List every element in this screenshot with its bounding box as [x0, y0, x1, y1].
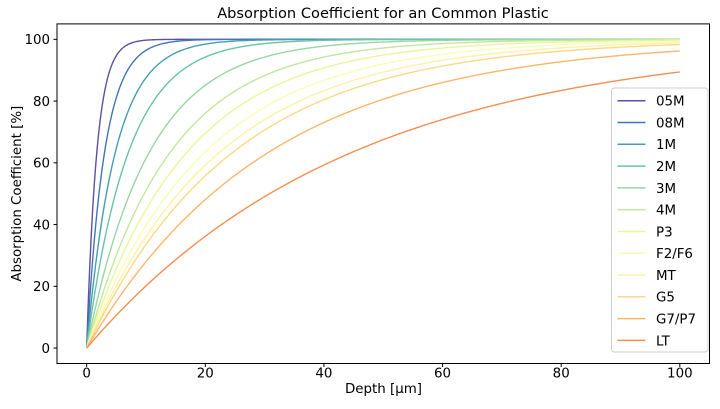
legend-label: P3 — [656, 225, 673, 240]
legend-label: LT — [656, 334, 671, 349]
x-axis-label: Depth [μm] — [345, 382, 422, 397]
legend-label: G5 — [656, 291, 675, 306]
y-tick-label: 40 — [33, 218, 50, 233]
series-line-F2F6 — [86, 40, 680, 349]
legend-label: G7/P7 — [656, 313, 696, 328]
axes-frame — [56, 23, 710, 365]
y-axis-label: Absorption Coefficient [%] — [10, 106, 25, 282]
legend-label: MT — [656, 269, 677, 284]
legend-label: F2/F6 — [656, 247, 693, 262]
series-line-G5 — [86, 43, 680, 349]
legend-label: 1M — [656, 138, 676, 153]
chart-title: Absorption Coefficient for an Common Pla… — [217, 5, 549, 22]
y-tick-label: 80 — [33, 95, 50, 110]
legend-label: 08M — [656, 116, 685, 131]
y-tick-label: 100 — [24, 33, 50, 48]
series-line-LT — [86, 71, 680, 349]
x-tick-label: 20 — [197, 367, 214, 382]
ticks-group: 0 20 40 60 80 100 0 20 40 60 80 100 — [24, 33, 692, 381]
y-tick-label: 20 — [33, 280, 50, 295]
x-tick-label: 60 — [434, 367, 451, 382]
y-tick-label: 0 — [41, 342, 50, 357]
curves-group — [85, 38, 680, 349]
legend-label: 05M — [656, 95, 685, 110]
y-tick-label: 60 — [33, 157, 50, 172]
x-tick-label: 100 — [667, 367, 693, 382]
legend: 05M 08M 1M 2M 3M 4M P3 F2/F6 MT G5 G7/P7 LT — [611, 87, 709, 353]
series-line-P3 — [85, 39, 680, 349]
series-line-G7P7 — [86, 50, 680, 349]
x-tick-label: 80 — [553, 367, 570, 382]
legend-label: 3M — [656, 182, 676, 197]
series-line-4M — [85, 38, 680, 349]
series-line-MT — [86, 42, 680, 349]
legend-label: 4M — [656, 204, 676, 219]
legend-frame — [611, 87, 709, 353]
x-tick-label: 0 — [82, 367, 91, 382]
legend-label: 2M — [656, 160, 676, 175]
x-tick-label: 40 — [315, 367, 332, 382]
